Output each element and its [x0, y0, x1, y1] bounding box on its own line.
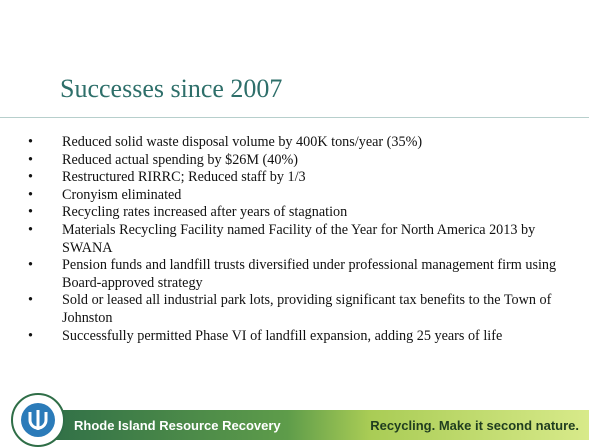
bullet-item: Reduced actual spending by $26M (40%) — [22, 152, 577, 170]
bullet-list: Reduced solid waste disposal volume by 4… — [22, 134, 577, 345]
bullet-item: Cronyism eliminated — [22, 187, 577, 205]
bullet-item: Sold or leased all industrial park lots,… — [22, 292, 577, 327]
bullet-item: Successfully permitted Phase VI of landf… — [22, 328, 577, 346]
organization-name: Rhode Island Resource Recovery — [74, 418, 281, 433]
bullet-item: Pension funds and landfill trusts divers… — [22, 257, 577, 292]
slogan: Recycling. Make it second nature. — [370, 418, 579, 433]
footer-bar — [40, 410, 589, 440]
slide-title: Successes since 2007 — [60, 74, 283, 103]
bullet-item: Restructured RIRRC; Reduced staff by 1/3 — [22, 169, 577, 187]
divider — [0, 117, 589, 118]
footer: Rhode Island Resource Recovery Recycling… — [0, 393, 589, 447]
bullet-item: Recycling rates increased after years of… — [22, 204, 577, 222]
bullet-item: Reduced solid waste disposal volume by 4… — [22, 134, 577, 152]
logo — [11, 393, 65, 447]
bullet-item: Materials Recycling Facility named Facil… — [22, 222, 577, 257]
